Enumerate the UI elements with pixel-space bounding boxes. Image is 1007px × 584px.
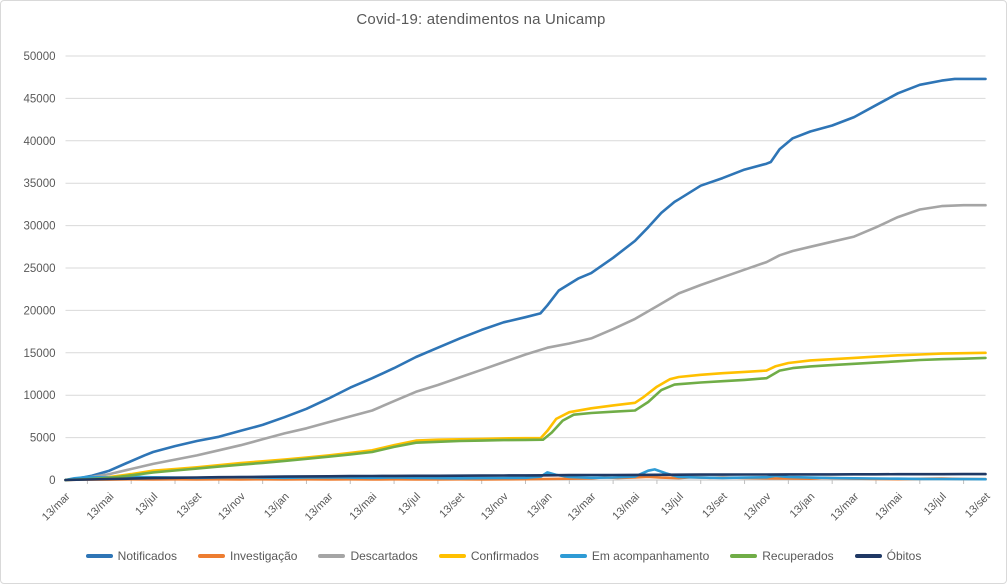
- y-axis-label-50000: 50000: [24, 51, 56, 63]
- y-axis-label-15000: 15000: [24, 348, 56, 360]
- legend-label-investigacao: Investigação: [230, 549, 298, 563]
- x-axis-label-5-13/jan: 13/jan: [262, 491, 292, 521]
- x-axis-label-2-13/jul: 13/jul: [133, 491, 160, 518]
- x-axis-label-8-13/jul: 13/jul: [396, 491, 423, 518]
- legend-label-recuperados: Recuperados: [762, 549, 834, 563]
- legend-label-descartados: Descartados: [350, 549, 418, 563]
- x-axis-label-12-13/mar: 13/mar: [566, 490, 599, 523]
- chart-legend: Notificados Investigação Descartados Confir…: [1, 549, 1006, 563]
- x-axis-label-21-13/set: 13/set: [963, 491, 993, 521]
- x-axis-label-13-13/mai: 13/mai: [610, 491, 642, 523]
- legend-item-investigacao: Investigação: [198, 549, 297, 563]
- legend-label-confirmados: Confirmados: [470, 549, 539, 563]
- legend-item-confirmados: Confirmados: [438, 549, 539, 563]
- y-axis-label-30000: 30000: [24, 221, 56, 233]
- series-lines: [64, 77, 987, 482]
- y-axis-label-40000: 40000: [24, 136, 56, 148]
- legend-marker-notificados: [85, 554, 113, 558]
- legend-marker-recuperados: [730, 554, 758, 558]
- x-axis-label-18-13/mar: 13/mar: [828, 490, 861, 523]
- legend-item-recuperados: Recuperados: [730, 549, 834, 563]
- x-axis-label-0-13/mar: 13/mar: [40, 490, 73, 523]
- x-axis-label-7-13/mai: 13/mai: [347, 491, 379, 523]
- chart-title: Covid-19: atendimentos na Unicamp: [356, 11, 606, 28]
- legend-label-notificados: Notificados: [117, 549, 178, 563]
- x-axis-label-11-13/jan: 13/jan: [525, 491, 555, 521]
- y-axis-label-25000: 25000: [24, 263, 56, 275]
- x-axis-label-1-13/mai: 13/mai: [85, 491, 117, 523]
- series-line-recuperados: [64, 356, 987, 482]
- legend-marker-em-acompanhamento: [559, 554, 587, 558]
- x-axis-label-10-13/nov: 13/nov: [479, 490, 511, 522]
- x-axis-label-15-13/set: 13/set: [700, 491, 730, 521]
- legend-marker-descartados: [318, 554, 346, 558]
- x-axis-label-4-13/nov: 13/nov: [216, 490, 248, 522]
- series-line-notificados: [64, 77, 987, 482]
- x-axis-label-14-13/jul: 13/jul: [659, 491, 686, 518]
- x-axis-label-9-13/set: 13/set: [437, 491, 467, 521]
- y-axis-label-45000: 45000: [24, 93, 56, 105]
- y-axis-label-10000: 10000: [24, 390, 56, 402]
- gridlines: [65, 55, 986, 439]
- series-line-descartados: [64, 203, 987, 482]
- legend-label-obitos: Óbitos: [886, 549, 922, 563]
- legend-marker-confirmados: [438, 554, 466, 558]
- x-axis-label-6-13/mar: 13/mar: [303, 490, 336, 523]
- x-axis-label-3-13/set: 13/set: [174, 491, 204, 521]
- y-axis-label-5000: 5000: [30, 433, 56, 445]
- series-line-confirmados: [64, 351, 987, 482]
- legend-label-em-acompanhamento: Em acompanhamento: [591, 549, 710, 563]
- legend-marker-investigacao: [198, 554, 226, 558]
- legend-marker-obitos: [854, 554, 882, 558]
- legend-item-em-acompanhamento: Em acompanhamento: [559, 549, 710, 563]
- x-axis-label-20-13/jul: 13/jul: [922, 491, 949, 518]
- x-axis-label-19-13/mai: 13/mai: [873, 491, 905, 523]
- y-axis-label-20000: 20000: [24, 305, 56, 317]
- series-line-obitos: [64, 472, 987, 482]
- y-axis-label-0: 0: [49, 475, 55, 487]
- legend-item-obitos: Óbitos: [854, 549, 922, 563]
- x-axis-labels: 13/mar 13/mai 13/jul 13/set 13/nov 13/jan 13/m…: [40, 490, 993, 523]
- y-axis-label-35000: 35000: [24, 178, 56, 190]
- legend-item-descartados: Descartados: [318, 549, 418, 563]
- x-axis-label-17-13/jan: 13/jan: [788, 491, 818, 521]
- legend-item-notificados: Notificados: [85, 549, 178, 563]
- y-axis-labels: 0 5000 10000 15000 20000 25000 30000 35000 40000…: [24, 51, 56, 487]
- x-axis-label-16-13/nov: 13/nov: [742, 490, 774, 522]
